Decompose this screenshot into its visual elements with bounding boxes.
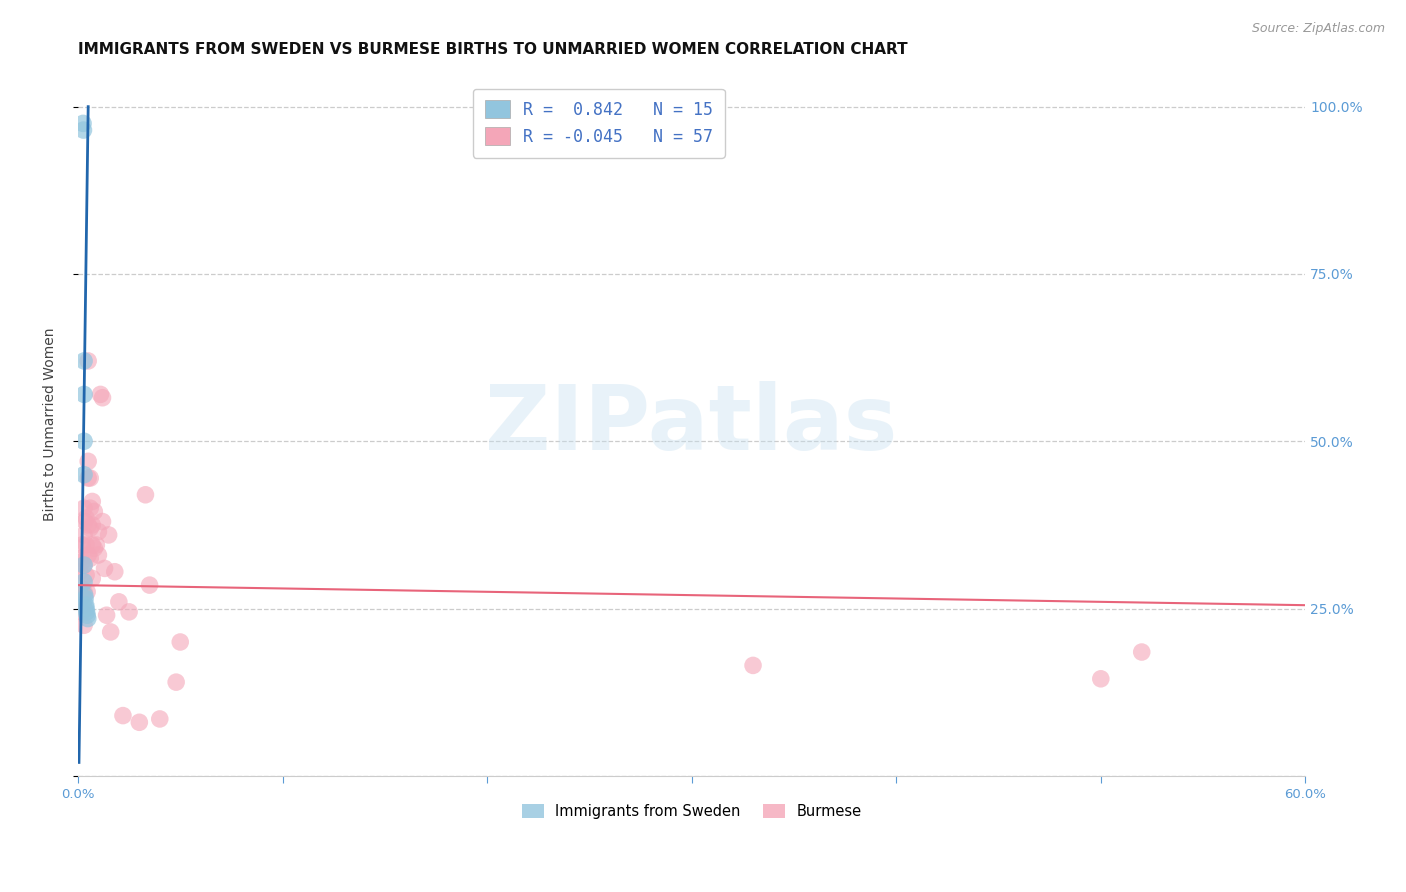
Point xyxy=(79,471,101,485)
Point xyxy=(73,618,96,632)
Point xyxy=(79,521,101,535)
Point xyxy=(77,471,100,485)
Point xyxy=(79,551,101,566)
Point xyxy=(128,715,150,730)
Point xyxy=(73,387,96,401)
Point xyxy=(82,538,104,552)
Point xyxy=(75,598,97,612)
Point xyxy=(70,605,93,619)
Point xyxy=(77,454,100,468)
Point xyxy=(79,501,101,516)
Point xyxy=(82,494,104,508)
Point xyxy=(72,116,94,130)
Point xyxy=(76,611,98,625)
Point xyxy=(76,605,98,619)
Point xyxy=(73,501,96,516)
Point xyxy=(742,658,765,673)
Y-axis label: Births to Unmarried Women: Births to Unmarried Women xyxy=(44,327,58,521)
Point xyxy=(73,574,96,589)
Point xyxy=(73,528,96,542)
Point xyxy=(70,551,93,566)
Point xyxy=(69,591,91,606)
Point xyxy=(97,528,120,542)
Point xyxy=(89,387,111,401)
Point xyxy=(77,517,100,532)
Point xyxy=(70,538,93,552)
Point xyxy=(76,584,98,599)
Text: ZIPatlas: ZIPatlas xyxy=(485,381,898,468)
Point xyxy=(82,571,104,585)
Point xyxy=(70,555,93,569)
Point xyxy=(73,467,96,482)
Point xyxy=(75,568,97,582)
Point xyxy=(134,488,156,502)
Point xyxy=(75,511,97,525)
Point xyxy=(70,582,93,596)
Text: Source: ZipAtlas.com: Source: ZipAtlas.com xyxy=(1251,22,1385,36)
Point xyxy=(75,515,97,529)
Point xyxy=(93,561,115,575)
Point xyxy=(87,548,110,562)
Point xyxy=(138,578,160,592)
Point xyxy=(72,598,94,612)
Point xyxy=(73,558,96,572)
Legend: Immigrants from Sweden, Burmese: Immigrants from Sweden, Burmese xyxy=(516,797,868,825)
Point xyxy=(73,434,96,449)
Point xyxy=(1090,672,1112,686)
Point xyxy=(104,565,127,579)
Point xyxy=(73,584,96,599)
Point xyxy=(70,584,93,599)
Point xyxy=(76,608,98,623)
Point xyxy=(73,588,96,602)
Point xyxy=(165,675,187,690)
Point xyxy=(1130,645,1153,659)
Point xyxy=(149,712,172,726)
Point xyxy=(91,391,114,405)
Text: IMMIGRANTS FROM SWEDEN VS BURMESE BIRTHS TO UNMARRIED WOMEN CORRELATION CHART: IMMIGRANTS FROM SWEDEN VS BURMESE BIRTHS… xyxy=(77,42,908,57)
Point xyxy=(73,558,96,572)
Point xyxy=(75,591,97,606)
Point xyxy=(86,538,108,552)
Point xyxy=(100,624,122,639)
Point xyxy=(77,354,100,368)
Point xyxy=(118,605,141,619)
Point xyxy=(83,504,105,518)
Point xyxy=(108,595,131,609)
Point xyxy=(83,541,105,556)
Point xyxy=(75,538,97,552)
Point xyxy=(169,635,191,649)
Point xyxy=(111,708,134,723)
Point xyxy=(77,548,100,562)
Point xyxy=(75,601,97,615)
Point xyxy=(87,524,110,539)
Point xyxy=(73,354,96,368)
Point xyxy=(72,123,94,137)
Point xyxy=(69,565,91,579)
Point xyxy=(96,608,118,623)
Point xyxy=(91,515,114,529)
Point xyxy=(82,517,104,532)
